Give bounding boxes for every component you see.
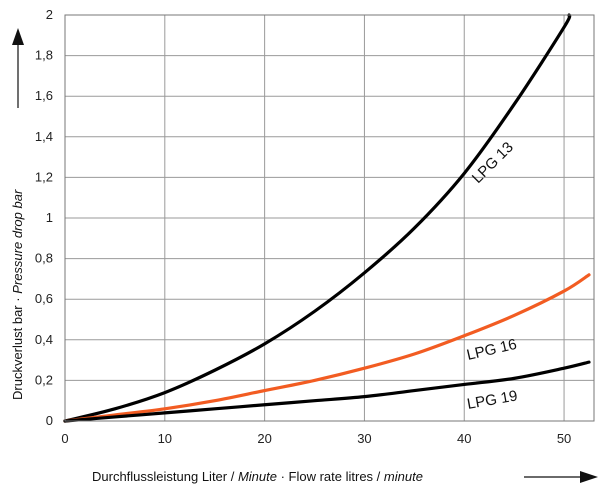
y-tick-labels: 0 0,2 0,4 0,6 0,8 1 1,2 1,4 1,6 1,8 2	[35, 7, 53, 428]
series-label-lpg19: LPG 19	[466, 387, 519, 413]
y-axis-label: Druckverlust bar · Pressure drop bar	[10, 189, 25, 400]
y-tick-label: 1,8	[35, 48, 53, 63]
y-axis-arrow	[12, 28, 24, 108]
x-tick-label: 10	[158, 431, 172, 446]
y-tick-label: 1	[46, 210, 53, 225]
grid-lines	[64, 14, 594, 422]
y-tick-label: 0,2	[35, 372, 53, 387]
y-tick-label: 0,6	[35, 291, 53, 306]
x-tick-labels: 0 10 20 30 40 50	[61, 431, 571, 446]
y-tick-label: 0,8	[35, 251, 53, 266]
x-tick-label: 50	[557, 431, 571, 446]
y-tick-label: 2	[46, 7, 53, 22]
y-tick-label: 0	[46, 413, 53, 428]
series-curves	[63, 13, 591, 423]
x-tick-label: 20	[257, 431, 271, 446]
y-tick-label: 1,6	[35, 88, 53, 103]
plot-frame	[64, 14, 595, 422]
y-tick-label: 1,4	[35, 129, 53, 144]
x-tick-label: 30	[357, 431, 371, 446]
x-axis-label: Durchflussleistung Liter / Minute · Flow…	[92, 469, 423, 484]
series-line-lpg16	[63, 273, 591, 423]
x-tick-label: 0	[61, 431, 68, 446]
series-line-lpg19	[63, 360, 591, 423]
x-axis-arrow	[524, 471, 598, 483]
y-tick-label: 1,2	[35, 169, 53, 184]
y-tick-label: 0,4	[35, 332, 53, 347]
x-tick-label: 40	[457, 431, 471, 446]
series-label-lpg13: LPG 13	[469, 139, 517, 187]
series-line-lpg13	[63, 13, 572, 423]
